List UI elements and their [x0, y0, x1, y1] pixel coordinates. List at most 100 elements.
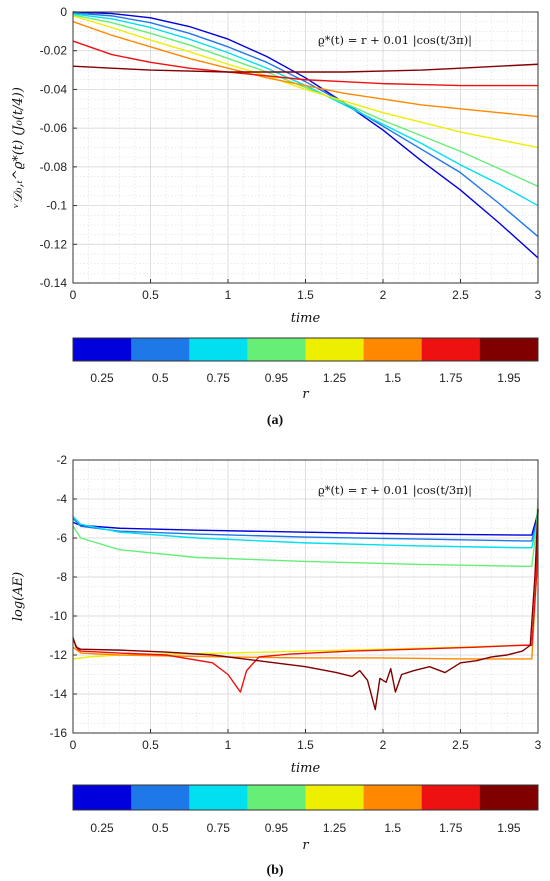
- y-tick-label: -8: [56, 570, 67, 584]
- colorbar-tick-label: 1.75: [439, 371, 463, 385]
- colorbar-label-b: r: [302, 838, 309, 853]
- colorbar-tick-label: 0.5: [152, 821, 169, 835]
- colorbar-swatch: [421, 785, 481, 810]
- y-tick-label: -0.04: [40, 82, 68, 96]
- x-axis-label-b: time: [291, 761, 321, 776]
- y-tick-label: -0.12: [40, 237, 68, 251]
- colorbar-swatch: [73, 338, 132, 361]
- y-tick-label: -0.08: [40, 160, 68, 174]
- y-tick-labels-b: -2 -4 -6 -8 -10 -12 -14 -16: [50, 453, 77, 740]
- colorbar-swatch: [131, 338, 190, 361]
- series-line-2: [72, 12, 539, 238]
- equation-annotation-a: ϱ*(t) = r + 0.01 |cos(t/3π)|: [318, 33, 472, 48]
- colorbar-tick-label: 1.25: [323, 371, 347, 385]
- x-tick-label: 2: [380, 288, 387, 302]
- colorbar-swatch: [421, 338, 481, 361]
- panel-label-b: (b): [266, 863, 283, 878]
- colorbar-label-a: r: [302, 387, 309, 402]
- x-tick-label: 1.5: [297, 738, 314, 752]
- series-group-b: [72, 498, 539, 711]
- y-tick-label: -0.1: [46, 199, 67, 213]
- colorbar-tick-label: 1.75: [439, 821, 463, 835]
- series-line-4: [72, 498, 539, 567]
- grid-b: [72, 459, 539, 734]
- colorbar-swatch: [189, 785, 248, 810]
- series-group-a: [72, 11, 539, 259]
- x-tick-label: 0.5: [142, 288, 159, 302]
- y-tick-label: -12: [50, 648, 68, 662]
- x-tick-label: 1: [225, 738, 232, 752]
- colorbar-tick-label: 1.5: [384, 821, 401, 835]
- colorbar-swatch: [189, 338, 248, 361]
- colorbar-tick-label: 0.5: [152, 371, 169, 385]
- chart-panel-b: 0 0.5 1 1.5 2 2.5 3 -2-4-6-8-10-12-14-16 time …: [11, 453, 542, 878]
- colorbar-swatch: [363, 785, 423, 810]
- y-axis-label-b: log(AE): [11, 572, 26, 621]
- series-line-5: [72, 15, 539, 149]
- x-tick-labels-b: 0 0.5 1 1.5 2 2.5 3: [70, 729, 542, 752]
- y-tick-label: -16: [50, 726, 68, 740]
- colorbar-swatch: [73, 785, 132, 810]
- chart-panel-a: 0 0.5 1 1.5 2 2.5 3 0 -0.02 -0.04 -0.06 -0.08 -0.1 -…: [11, 5, 542, 428]
- colorbar-swatch: [247, 785, 306, 810]
- x-tick-label: 2.5: [452, 738, 469, 752]
- y-axis-label-a: ᵛ𝒟₀,ₜ^ϱ*(t) (J₀(t/4)): [11, 87, 26, 209]
- x-tick-label: 3: [535, 738, 542, 752]
- colorbar-tick-label: 0.75: [207, 371, 231, 385]
- colorbar-tick-label: 0.25: [90, 371, 114, 385]
- colorbar-swatch: [305, 785, 365, 810]
- colorbar-b: 0.25 0.5 0.75 0.95 1.25 1.5 1.75 1.95: [72, 784, 539, 835]
- series-line-8: [72, 508, 539, 711]
- colorbar-a: 0.25 0.5 0.75 0.95 1.25 1.5 1.75 1.95: [72, 337, 539, 385]
- x-axis-label-a: time: [291, 311, 321, 326]
- colorbar-swatch: [363, 338, 423, 361]
- colorbar-tick-label: 1.5: [384, 371, 401, 385]
- x-tick-label: 2.5: [452, 288, 469, 302]
- colorbar-tick-label: 0.95: [265, 371, 289, 385]
- equation-annotation-b: ϱ*(t) = r + 0.01 |cos(t/3π)|: [318, 483, 472, 498]
- series-line-4: [72, 14, 539, 187]
- colorbar-tick-label: 0.75: [207, 821, 231, 835]
- x-tick-label: 0.5: [142, 738, 159, 752]
- y-tick-label: -10: [50, 609, 68, 623]
- y-tick-label: -6: [56, 531, 67, 545]
- series-line-6: [72, 510, 539, 660]
- colorbar-tick-label: 0.25: [90, 821, 114, 835]
- y-tick-label: -0.14: [40, 276, 68, 290]
- grid-a: [72, 11, 539, 284]
- x-tick-label: 1.5: [297, 288, 314, 302]
- colorbar-swatch: [479, 785, 539, 810]
- y-tick-label: -0.06: [40, 121, 68, 135]
- colorbar-tick-label: 1.95: [497, 821, 521, 835]
- panel-label-a: (a): [267, 413, 284, 428]
- colorbar-tick-label: 1.95: [497, 371, 521, 385]
- series-line-6: [72, 21, 539, 118]
- x-tick-label: 0: [70, 738, 77, 752]
- y-tick-labels-a: 0 -0.02 -0.04 -0.06 -0.08 -0.1 -0.12 -0.14: [40, 5, 77, 290]
- colorbar-swatch: [479, 338, 539, 361]
- x-tick-label: 3: [535, 288, 542, 302]
- colorbar-swatch: [305, 338, 365, 361]
- x-tick-labels-a: 0 0.5 1 1.5 2 2.5 3: [70, 279, 542, 302]
- series-line-7: [72, 508, 539, 693]
- series-line-8: [72, 63, 539, 73]
- y-tick-label: -0.02: [40, 44, 68, 58]
- x-tick-label: 1: [225, 288, 232, 302]
- colorbar-tick-label: 1.25: [323, 821, 347, 835]
- x-tick-label: 0: [70, 288, 77, 302]
- series-line-1: [72, 11, 539, 259]
- series-line-7: [72, 40, 538, 87]
- y-tick-label: -2: [56, 453, 67, 467]
- colorbar-swatch: [247, 338, 306, 361]
- y-tick-label: -4: [56, 492, 67, 506]
- colorbar-frame: [72, 784, 539, 811]
- y-tick-label: 0: [60, 5, 67, 19]
- x-tick-label: 2: [380, 738, 387, 752]
- colorbar-tick-label: 0.95: [265, 821, 289, 835]
- colorbar-frame: [72, 337, 539, 362]
- colorbar-swatch: [131, 785, 190, 810]
- series-line-3: [72, 512, 539, 549]
- y-tick-label: -14: [50, 687, 68, 701]
- series-line-1: [72, 508, 539, 536]
